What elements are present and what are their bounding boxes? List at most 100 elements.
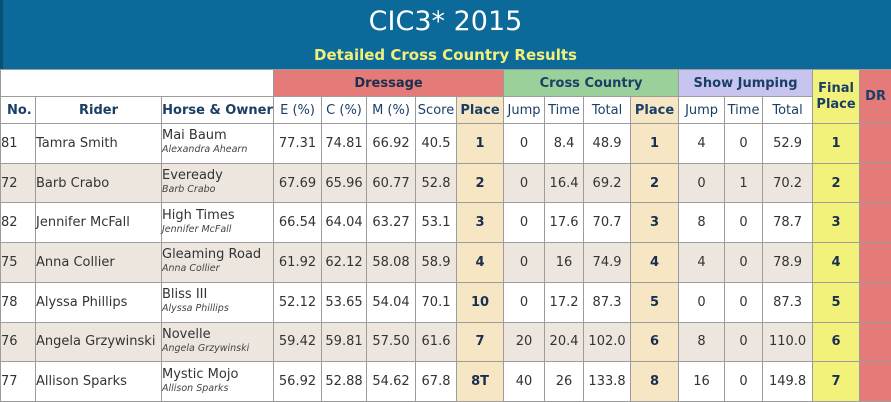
dressage-score: 58.9 xyxy=(415,242,458,283)
horse-owner-cell: Mai Baum Alexandra Ahearn xyxy=(160,123,275,164)
dressage-e: 67.69 xyxy=(273,162,323,204)
dressage-c: 53.65 xyxy=(321,281,368,323)
dressage-m: 63.27 xyxy=(366,202,417,244)
xc-jump: 0 xyxy=(503,242,546,283)
header-column-row: No. Rider Horse & Owner E (%) C (%) M (%… xyxy=(0,96,891,124)
table-row: 78 Alyssa Phillips Bliss III Alyssa Phillip… xyxy=(0,281,891,323)
horse-name: Novelle xyxy=(162,326,211,342)
sj-total: 78.9 xyxy=(762,242,814,283)
sj-total: 87.3 xyxy=(762,281,814,323)
final-place: 7 xyxy=(812,361,861,402)
xc-time: 26 xyxy=(544,361,585,402)
sj-time: 0 xyxy=(724,202,764,244)
col-sj-time: Time xyxy=(724,96,764,124)
final-place: 2 xyxy=(812,162,861,204)
dr-cell xyxy=(859,162,891,204)
col-xc-jump: Jump xyxy=(503,96,546,124)
sj-time: 0 xyxy=(724,321,764,363)
owner-name: Barb Crabo xyxy=(162,184,216,196)
table-row: 75 Anna Collier Gleaming Road Anna Collier 6… xyxy=(0,242,891,283)
header-blank xyxy=(0,69,275,97)
col-score: Score xyxy=(415,96,458,124)
xc-jump: 0 xyxy=(503,123,546,164)
rider-number: 72 xyxy=(0,162,36,204)
sj-total: 110.0 xyxy=(762,321,814,363)
xc-time: 17.6 xyxy=(544,202,585,244)
horse-owner-cell: Mystic Mojo Allison Sparks xyxy=(160,361,275,402)
horse-name: High Times xyxy=(162,207,235,223)
dressage-place: 1 xyxy=(456,123,505,164)
group-show-jumping: Show Jumping xyxy=(678,69,814,97)
rider-name: Alyssa Phillips xyxy=(35,281,162,323)
dressage-score: 40.5 xyxy=(415,123,458,164)
dressage-score: 53.1 xyxy=(415,202,458,244)
col-m: M (%) xyxy=(366,96,417,124)
rider-name: Jennifer McFall xyxy=(35,202,162,244)
dressage-c: 74.81 xyxy=(321,123,368,164)
dressage-place: 10 xyxy=(456,281,505,323)
xc-total: 70.7 xyxy=(583,202,632,244)
group-dressage: Dressage xyxy=(273,69,505,97)
dressage-m: 54.04 xyxy=(366,281,417,323)
xc-total: 133.8 xyxy=(583,361,632,402)
dressage-c: 65.96 xyxy=(321,162,368,204)
results-table: Dressage Cross Country Show Jumping Fina… xyxy=(0,69,891,402)
rider-name: Angela Grzywinski xyxy=(35,321,162,363)
xc-total: 48.9 xyxy=(583,123,632,164)
xc-place: 1 xyxy=(630,123,680,164)
rider-name: Tamra Smith xyxy=(35,123,162,164)
col-xc-total: Total xyxy=(583,96,632,124)
sj-total: 149.8 xyxy=(762,361,814,402)
dressage-score: 67.8 xyxy=(415,361,458,402)
col-sj-total: Total xyxy=(762,96,814,124)
dressage-c: 59.81 xyxy=(321,321,368,363)
dressage-e: 66.54 xyxy=(273,202,323,244)
horse-name: Mystic Mojo xyxy=(162,366,239,382)
dressage-e: 56.92 xyxy=(273,361,323,402)
sj-jump: 4 xyxy=(678,242,726,283)
owner-name: Angela Grzywinski xyxy=(162,342,250,354)
col-xc-time: Time xyxy=(544,96,585,124)
xc-time: 16.4 xyxy=(544,162,585,204)
col-e: E (%) xyxy=(273,96,323,124)
dressage-place: 8T xyxy=(456,361,505,402)
xc-place: 5 xyxy=(630,281,680,323)
table-row: 77 Allison Sparks Mystic Mojo Allison Spark… xyxy=(0,361,891,402)
xc-jump: 0 xyxy=(503,162,546,204)
dressage-m: 54.62 xyxy=(366,361,417,402)
rider-number: 76 xyxy=(0,321,36,363)
page-subtitle: Detailed Cross Country Results xyxy=(314,46,577,64)
dressage-score: 61.6 xyxy=(415,321,458,363)
page-title: CIC3* 2015 xyxy=(368,6,523,37)
xc-jump: 0 xyxy=(503,202,546,244)
horse-owner-cell: Gleaming Road Anna Collier xyxy=(160,242,275,283)
dressage-place: 7 xyxy=(456,321,505,363)
sj-total: 78.7 xyxy=(762,202,814,244)
dressage-c: 62.12 xyxy=(321,242,368,283)
table-row: 72 Barb Crabo Eveready Barb Crabo 67.69 65.96… xyxy=(0,162,891,204)
dressage-m: 60.77 xyxy=(366,162,417,204)
horse-name: Eveready xyxy=(162,168,223,184)
dr-cell xyxy=(859,242,891,283)
xc-place: 3 xyxy=(630,202,680,244)
xc-total: 69.2 xyxy=(583,162,632,204)
dressage-m: 58.08 xyxy=(366,242,417,283)
col-horse-owner: Horse & Owner xyxy=(160,96,275,124)
xc-place: 6 xyxy=(630,321,680,363)
rider-number: 82 xyxy=(0,202,36,244)
sj-jump: 16 xyxy=(678,361,726,402)
rider-name: Allison Sparks xyxy=(35,361,162,402)
header-dr: DR xyxy=(859,69,891,124)
dressage-m: 57.50 xyxy=(366,321,417,363)
xc-total: 102.0 xyxy=(583,321,632,363)
horse-owner-cell: Eveready Barb Crabo xyxy=(160,162,275,204)
sj-time: 0 xyxy=(724,361,764,402)
owner-name: Allison Sparks xyxy=(162,382,229,394)
xc-place: 8 xyxy=(630,361,680,402)
final-place: 4 xyxy=(812,242,861,283)
horse-name: Bliss III xyxy=(162,287,208,303)
xc-time: 16 xyxy=(544,242,585,283)
horse-name: Gleaming Road xyxy=(162,247,262,263)
dr-cell xyxy=(859,361,891,402)
col-no: No. xyxy=(0,96,36,124)
